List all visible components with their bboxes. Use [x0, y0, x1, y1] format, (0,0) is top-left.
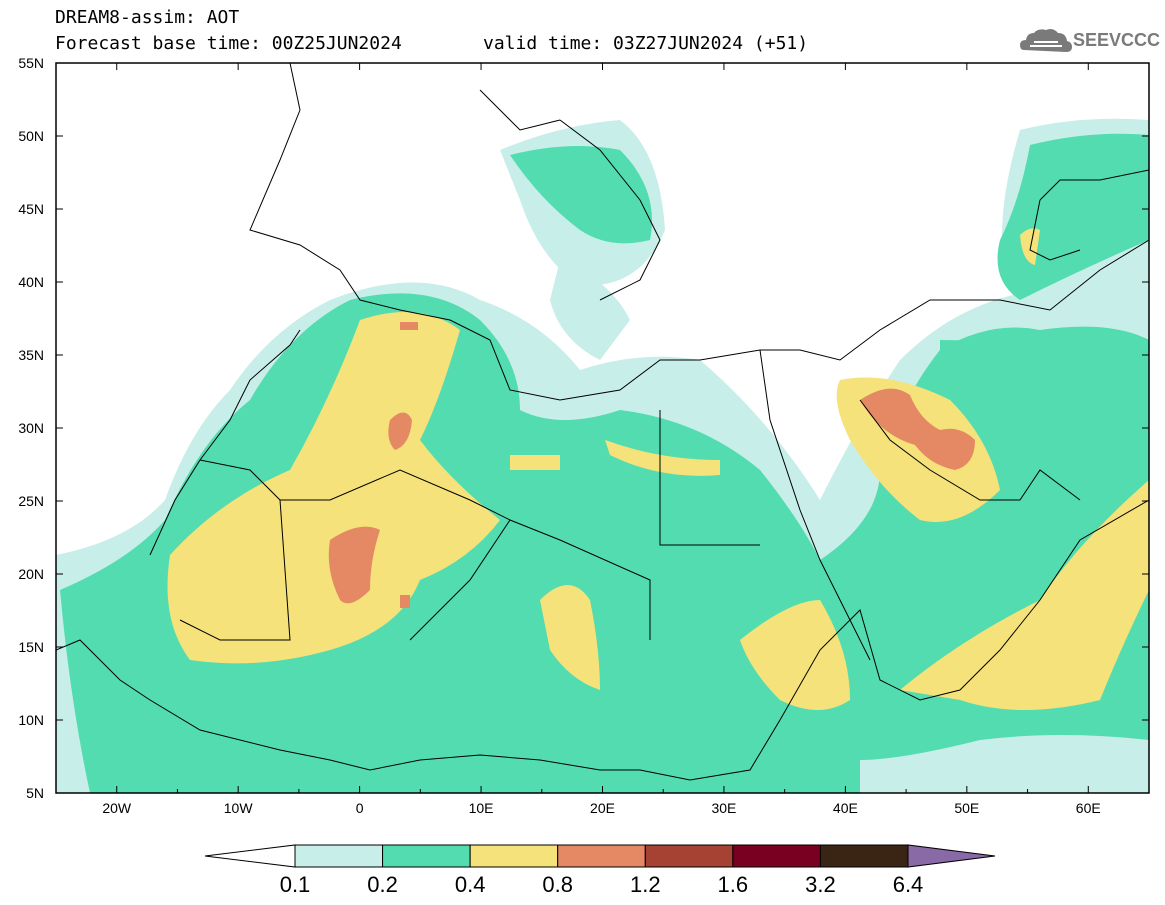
lat-label: 10N — [18, 712, 44, 728]
lat-label: 40N — [18, 274, 44, 290]
lon-label: 20W — [102, 800, 132, 816]
lat-label: 35N — [18, 347, 44, 363]
lon-label: 10W — [223, 800, 253, 816]
lat-label: 30N — [18, 420, 44, 436]
colorbar-label: 6.4 — [892, 872, 924, 897]
colorbar-label: 0.8 — [542, 872, 573, 897]
lat-label: 25N — [18, 493, 44, 509]
colorbar-label: 1.6 — [717, 872, 749, 897]
colorbar-box — [819, 844, 909, 868]
lat-label: 50N — [18, 128, 44, 144]
lon-label: 0 — [355, 800, 364, 816]
colorbar-label: 0.1 — [279, 872, 311, 897]
header-valid-time: valid time: 03Z27JUN2024 (+51) — [483, 33, 809, 54]
colorbar-box — [382, 844, 471, 868]
header-title: DREAM8-assim: AOT — [55, 7, 240, 28]
lat-label: 15N — [18, 639, 44, 655]
lat-label: 55N — [18, 55, 44, 71]
lon-label: 40E — [832, 800, 858, 816]
colorbar-over-arrow — [907, 844, 996, 868]
logo-text: SEEVCCC — [1073, 30, 1161, 50]
colorbar-box — [294, 844, 384, 868]
lon-label: 10E — [468, 800, 494, 816]
colorbar-under-arrow — [204, 844, 296, 868]
coastlines — [56, 63, 1149, 781]
colorbar-box — [469, 844, 559, 868]
lon-label: 60E — [1075, 800, 1101, 816]
colorbar-label: 0.2 — [367, 872, 398, 897]
colorbar-label: 3.2 — [805, 872, 836, 897]
colorbar-label: 1.2 — [629, 872, 661, 897]
cloud-icon — [1020, 29, 1072, 52]
colorbar-box — [732, 844, 821, 868]
lat-label: 5N — [26, 785, 44, 801]
colorbar-box — [557, 844, 646, 868]
lon-label: 30E — [711, 800, 737, 816]
lon-label: 50E — [954, 800, 980, 816]
colorbar-box — [644, 844, 734, 868]
aot-level-0.4 — [167, 228, 1149, 710]
aot-level-0.8 — [328, 322, 975, 608]
lon-label: 20E — [590, 800, 615, 816]
lat-label: 45N — [18, 201, 44, 217]
lat-label: 20N — [18, 566, 44, 582]
colorbar-label: 0.4 — [454, 872, 486, 897]
header-base-time: Forecast base time: 00Z25JUN2024 — [55, 33, 402, 54]
